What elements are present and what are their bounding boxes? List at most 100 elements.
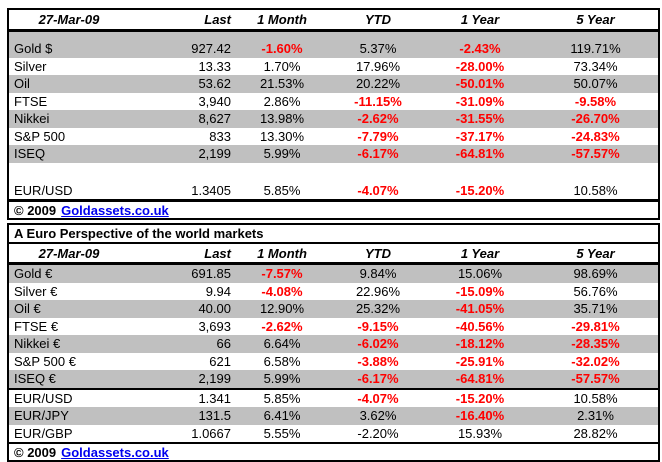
instrument-label: Nikkei € <box>14 336 61 352</box>
pct-5year: 56.76% <box>573 283 618 299</box>
instrument-label: S&P 500 € <box>14 353 76 369</box>
row-sp500: S&P 500 833 13.30% -7.79% -37.17% -24.83… <box>9 128 658 146</box>
row-gold-eur: Gold € 691.85 -7.57% 9.84% 15.06% 98.69% <box>9 265 658 283</box>
pct-ytd: -3.88% <box>357 353 399 369</box>
pct-5year: 50.07% <box>573 76 618 92</box>
pct-ytd: -2.62% <box>357 111 399 127</box>
pct-1month: 13.30% <box>259 128 305 144</box>
last-value: 621 <box>209 353 231 369</box>
pct-1year: -64.81% <box>455 371 505 387</box>
last-value: 9.94 <box>205 283 231 299</box>
instrument-label: Silver € <box>14 283 58 299</box>
pct-1month: 5.85% <box>263 390 301 406</box>
last-value: 2,199 <box>198 146 231 162</box>
header-1year: 1 Year <box>460 12 500 27</box>
pct-1year: -50.01% <box>455 76 505 92</box>
pct-1year: -40.56% <box>455 318 505 334</box>
pct-1year: -31.55% <box>455 111 505 127</box>
pct-5year: -26.70% <box>571 111 620 127</box>
last-value: 13.33 <box>198 58 231 74</box>
goldassets-link[interactable]: Goldassets.co.uk <box>61 202 169 218</box>
table-footer: © 2009 Goldassets.co.uk <box>9 199 658 218</box>
last-value: 927.42 <box>191 41 231 57</box>
row-oil-eur: Oil € 40.00 12.90% 25.32% -41.05% 35.71% <box>9 300 658 318</box>
instrument-label: Oil € <box>14 301 41 317</box>
pct-ytd: -6.17% <box>357 371 399 387</box>
pct-ytd: -4.07% <box>357 182 399 198</box>
row-eurusd: EUR/USD 1.3405 5.85% -4.07% -15.20% 10.5… <box>9 182 658 200</box>
pct-1month: 6.64% <box>263 336 301 352</box>
pct-1year: 15.06% <box>457 266 503 282</box>
pct-5year: -28.35% <box>571 336 620 352</box>
instrument-label: FTSE <box>14 93 48 109</box>
last-value: 53.62 <box>198 76 231 92</box>
pct-1month: 5.99% <box>263 146 301 162</box>
copyright-text: © 2009 <box>14 444 57 460</box>
goldassets-link[interactable]: Goldassets.co.uk <box>61 444 169 460</box>
pct-ytd: 25.32% <box>355 301 401 317</box>
instrument-label: EUR/USD <box>14 390 73 406</box>
empty-row <box>9 163 658 182</box>
instrument-label: EUR/GBP <box>14 425 73 441</box>
pct-1month: 5.99% <box>263 371 301 387</box>
pct-1year: -25.91% <box>455 353 505 369</box>
pct-1month: -1.60% <box>261 41 303 57</box>
pct-5year: 10.58% <box>573 182 618 198</box>
pct-ytd: -11.15% <box>354 93 402 109</box>
table-footer: © 2009 Goldassets.co.uk <box>9 442 658 460</box>
pct-5year: 35.71% <box>573 301 618 317</box>
last-value: 3,693 <box>198 318 231 334</box>
pct-1year: -31.09% <box>455 93 505 109</box>
pct-5year: 10.58% <box>573 390 618 406</box>
row-nikkei: Nikkei 8,627 13.98% -2.62% -31.55% -26.7… <box>9 110 658 128</box>
header-1month: 1 Month <box>257 245 307 261</box>
pct-5year: -9.58% <box>574 93 617 109</box>
pct-1year: -37.17% <box>455 128 505 144</box>
pct-1month: -7.57% <box>261 266 303 282</box>
instrument-label: ISEQ <box>14 146 46 162</box>
pct-1month: 5.85% <box>263 182 301 198</box>
instrument-label: FTSE € <box>14 318 59 334</box>
header-1month: 1 Month <box>257 12 307 27</box>
pct-ytd: 22.96% <box>355 283 401 299</box>
header-last: Last <box>204 12 231 27</box>
last-value: 3,940 <box>198 93 231 109</box>
pct-5year: 98.69% <box>573 266 618 282</box>
euro-markets-table: A Euro Perspective of the world markets … <box>7 223 660 462</box>
pct-ytd: -4.07% <box>357 390 399 406</box>
pct-1year: -18.12% <box>455 336 505 352</box>
pct-ytd: 20.22% <box>355 76 401 92</box>
pct-1month: -4.08% <box>261 283 303 299</box>
pct-ytd: 9.84% <box>359 266 397 282</box>
last-value: 8,627 <box>198 111 231 127</box>
last-value: 833 <box>209 128 231 144</box>
pct-1year: -41.05% <box>455 301 505 317</box>
pct-5year: -57.57% <box>571 371 620 387</box>
row-silver: Silver 13.33 1.70% 17.96% -28.00% 73.34% <box>9 58 658 76</box>
usd-markets-table: 27-Mar-09 Last 1 Month YTD 1 Year 5 Year… <box>7 8 660 220</box>
last-value: 1.341 <box>198 390 231 406</box>
empty-row <box>9 32 658 40</box>
pct-1month: 2.86% <box>263 93 301 109</box>
row-eurusd: EUR/USD 1.341 5.85% -4.07% -15.20% 10.58… <box>9 387 658 408</box>
header-5year: 5 Year <box>576 245 615 261</box>
row-iseq-eur: ISEQ € 2,199 5.99% -6.17% -64.81% -57.57… <box>9 370 658 388</box>
pct-1year: -16.40% <box>455 408 505 424</box>
table-title: A Euro Perspective of the world markets <box>9 225 658 244</box>
last-value: 66 <box>216 336 231 352</box>
pct-1month: 5.55% <box>263 425 301 441</box>
header-ytd: YTD <box>365 245 391 261</box>
instrument-label: Oil <box>14 76 30 92</box>
row-gold-usd: Gold $ 927.42 -1.60% 5.37% -2.43% 119.71… <box>9 40 658 58</box>
pct-1month: -2.62% <box>261 318 303 334</box>
instrument-label: Nikkei <box>14 111 50 127</box>
header-last: Last <box>204 245 231 261</box>
pct-1year: -64.81% <box>455 146 505 162</box>
instrument-label: EUR/JPY <box>14 408 69 424</box>
instrument-label: Gold $ <box>14 41 53 57</box>
last-value: 691.85 <box>191 266 231 282</box>
pct-1year: 15.93% <box>457 425 503 441</box>
pct-1year: -15.20% <box>455 390 505 406</box>
copyright-text: © 2009 <box>14 202 57 218</box>
row-ftse: FTSE 3,940 2.86% -11.15% -31.09% -9.58% <box>9 93 658 111</box>
